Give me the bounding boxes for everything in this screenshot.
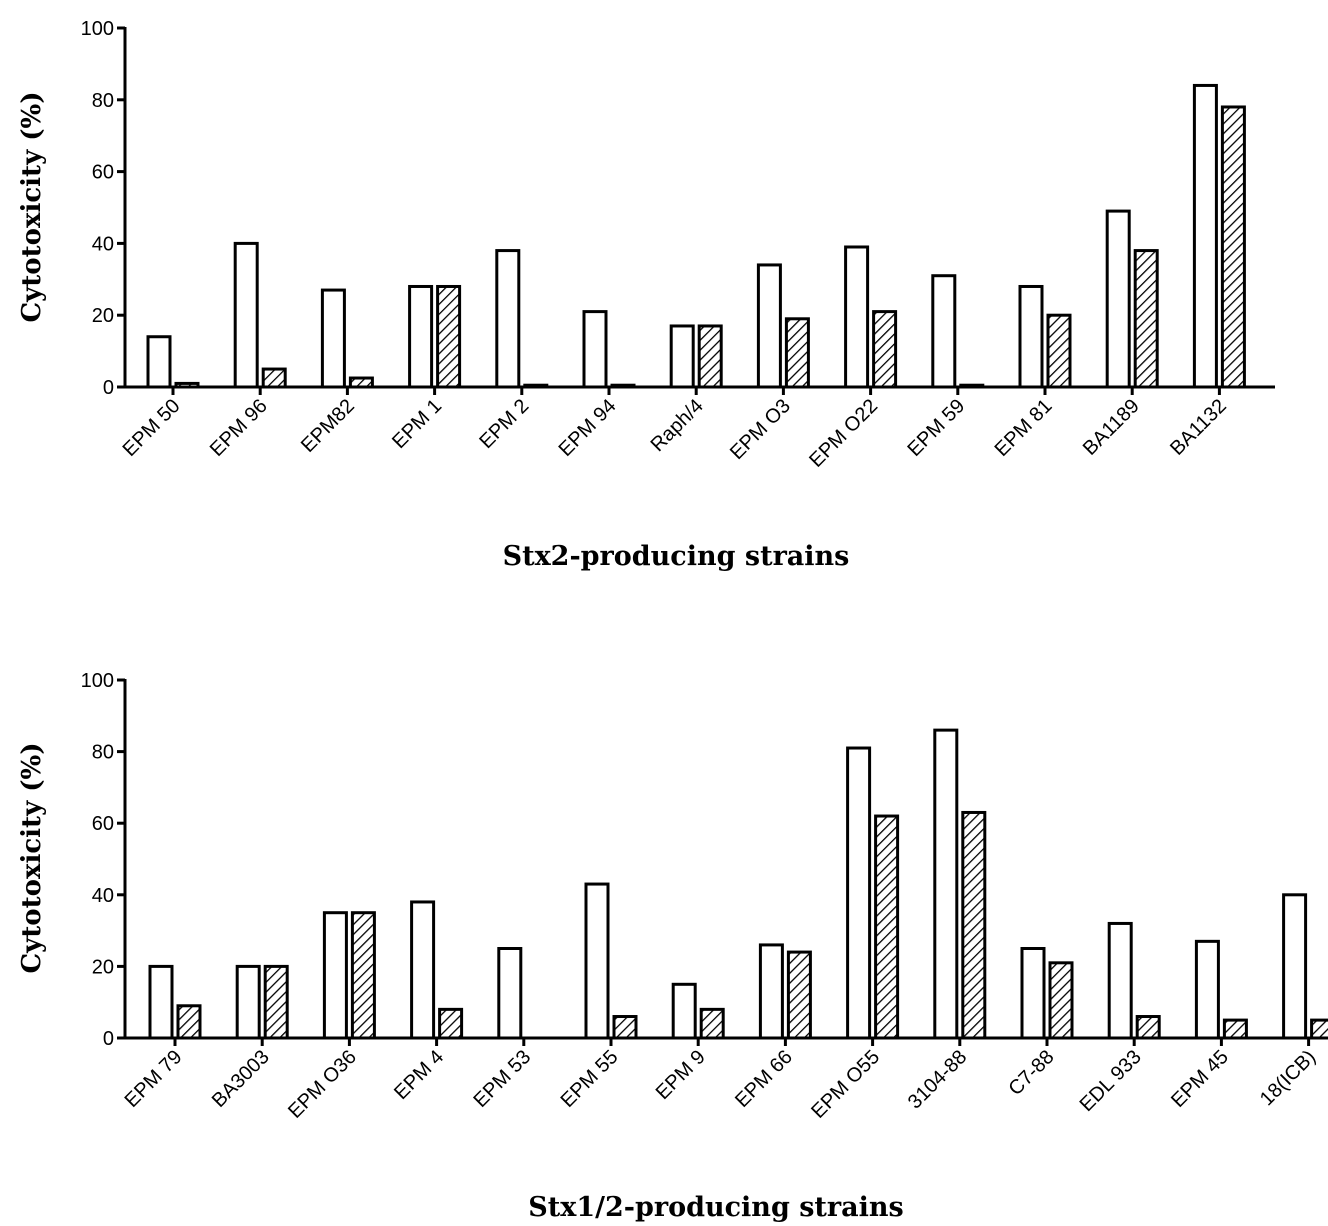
x-tick-label: EPM O36 [284,1046,361,1123]
bar-open [933,728,959,1040]
x-tick-label: EPM O3 [726,395,795,464]
x-tick-label: EPM 94 [555,395,621,461]
bar-hatched [784,317,810,389]
x-tick-label: EPM 4 [390,1046,448,1104]
bar-hatched [699,1007,725,1040]
bar-open [1107,921,1133,1040]
bar-hatched [1046,313,1072,389]
x-tick-label: EPM 66 [731,1046,797,1112]
bar-hatched [261,367,287,389]
bar-open [758,943,784,1040]
y-tick-label: 20 [92,305,114,327]
x-tick-label: EPM 81 [991,395,1057,461]
x-tick-label: BA1132 [1166,395,1231,460]
bar-hatched [1220,105,1246,389]
x-tick-label: C7-88 [1004,1046,1058,1100]
bar-open [148,964,174,1040]
y-tick-label: 80 [92,742,114,764]
x-tick-label: BA1189 [1079,395,1144,460]
bar-hatched [872,310,898,389]
x-tick-label: 3104-88 [904,1046,971,1113]
bar-open [235,964,261,1040]
bar-open [931,274,957,389]
bar-open [582,310,608,389]
y-tick-label: 60 [92,813,114,835]
bar-open [495,249,521,389]
x-tick-label: EPM 53 [469,1046,535,1112]
x-tick-label: EPM 55 [557,1046,623,1112]
x-tick-label: BA3003 [208,1046,274,1112]
bar-hatched [350,911,376,1040]
y-tick-label: 0 [103,1028,114,1050]
bar-open [1105,209,1131,389]
bar-open [669,324,695,389]
y-tick-label: 40 [92,233,114,255]
bar-hatched [874,814,900,1040]
x-axis-label: Stx2-producing strains [503,541,850,572]
chart-panel-stx2: Cytotoxicity (%) Stx2-producing strains … [17,18,1275,572]
bar-open [756,263,782,389]
bar-hatched [1048,961,1074,1040]
bar-hatched [786,950,812,1040]
bar-open [408,284,434,389]
y-tick-label: 100 [81,18,114,40]
y-tick-label: 80 [92,90,114,112]
bar-hatched [176,1004,202,1040]
bar-open [410,900,436,1040]
bar-open [320,288,346,389]
x-tick-label: EPM 45 [1167,1046,1233,1112]
x-tick-label: EPM 1 [388,395,446,453]
y-tick-label: 40 [92,885,114,907]
axes: 0 20 40 60 80 100 EPM 50 EPM 96 EPM82 EPM 1 EPM 2 E… [81,18,1275,472]
bar-open [1194,939,1220,1040]
bar-hatched [961,810,987,1040]
bar-hatched [1310,1018,1328,1040]
y-tick-label: 60 [92,162,114,184]
x-tick-label: EPM O55 [807,1046,884,1123]
bar-open [844,245,870,389]
x-tick-label: EPM O22 [805,395,882,472]
bar-open [584,882,610,1040]
x-tick-label: EPM 59 [903,395,969,461]
bar-open [146,335,172,389]
bar-open [1192,83,1218,389]
bar-hatched [263,964,289,1040]
x-tick-label: 18(ICB) [1256,1046,1320,1110]
bar-open [846,746,872,1040]
bar-hatched [1222,1018,1248,1040]
bar-group [146,83,1246,389]
bar-hatched [1135,1015,1161,1040]
x-tick-label: EPM82 [297,395,359,457]
x-axis-label: Stx1/2-producing strains [528,1192,903,1223]
axes: 0 20 40 60 80 100 EPM 79 BA3003 EPM O36 EPM 4 EPM … [81,670,1328,1123]
y-axis-label: Cytotoxicity (%) [17,91,47,322]
x-tick-label: EPM 79 [121,1046,187,1112]
x-tick-label: Raph/4 [647,395,708,456]
bar-hatched [438,1007,464,1040]
bar-hatched [697,324,723,389]
y-tick-label: 100 [81,670,114,692]
bar-group [148,728,1328,1040]
y-tick-label: 0 [103,377,114,399]
bar-open [1020,947,1046,1040]
bar-open [322,911,348,1040]
bar-open [1282,893,1308,1040]
bar-hatched [612,1015,638,1040]
chart-panel-stx1-2: Cytotoxicity (%) Stx1/2-producing strain… [17,670,1328,1223]
y-tick-label: 20 [92,956,114,978]
x-tick-label: EPM 2 [475,395,533,453]
bar-open [671,982,697,1040]
bar-open [497,947,523,1040]
bar-hatched [436,284,462,389]
bar-hatched [1133,249,1159,389]
bar-open [233,241,259,389]
x-tick-label: EPM 96 [206,395,272,461]
x-tick-label: EPM 50 [119,395,185,461]
y-axis-label: Cytotoxicity (%) [17,742,47,973]
bar-open [1018,284,1044,389]
x-tick-label: EPM 9 [652,1046,710,1104]
x-tick-label: EDL 933 [1076,1046,1146,1116]
